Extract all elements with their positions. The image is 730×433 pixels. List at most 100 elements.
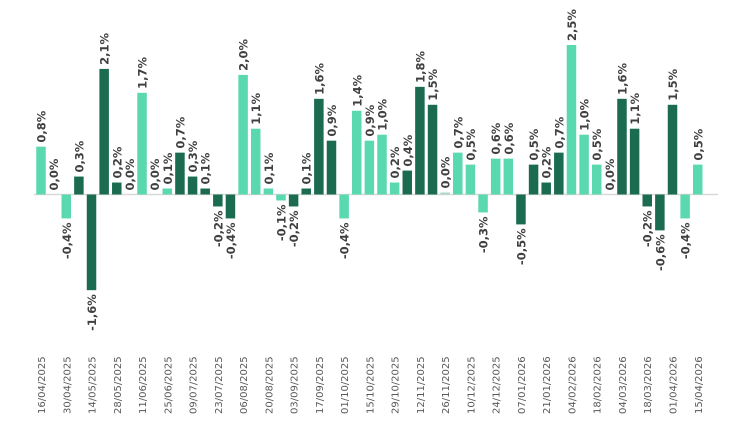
x-tick-label: 11/06/2025 — [138, 356, 149, 414]
x-tick-label: 15/04/2026 — [694, 356, 705, 414]
data-label: 0,2% — [110, 146, 124, 178]
data-label: 1,1% — [628, 92, 642, 124]
data-label: 1,0% — [578, 98, 592, 130]
bar — [541, 182, 551, 195]
data-label: 0,3% — [72, 140, 86, 172]
data-label: 0,7% — [451, 116, 465, 148]
x-tick-label: 18/03/2026 — [643, 356, 654, 414]
data-label: 0,6% — [502, 122, 516, 154]
data-label: -0,6% — [653, 234, 667, 271]
bar — [162, 188, 173, 195]
bar — [213, 194, 223, 207]
data-label: 1,5% — [426, 68, 440, 100]
x-tick-label: 30/04/2025 — [62, 356, 73, 414]
data-labels-group: 0,8%0,0%-0,4%0,3%-1,6%2,1%0,2%0,0%1,7%0,… — [35, 9, 706, 331]
x-tick-label: 29/10/2025 — [391, 356, 402, 414]
data-label: 2,1% — [98, 33, 112, 65]
data-label: 0,0% — [47, 158, 61, 190]
bar — [579, 134, 589, 195]
bar — [175, 152, 185, 195]
bar — [86, 194, 97, 291]
bar — [554, 152, 564, 195]
bar — [137, 92, 147, 195]
bar — [187, 176, 198, 195]
data-label: 1,1% — [249, 92, 263, 124]
data-label: 0,9% — [325, 104, 339, 136]
bar — [276, 194, 286, 201]
x-tick-label: 14/05/2025 — [88, 356, 99, 414]
data-label: 0,7% — [173, 116, 187, 148]
x-tick-label: 24/12/2025 — [492, 356, 503, 414]
data-label: 1,0% — [376, 98, 390, 130]
bar — [74, 176, 84, 195]
data-label: -0,1% — [274, 204, 288, 241]
data-label: -0,4% — [60, 222, 74, 259]
bar — [453, 152, 463, 195]
x-tick-label: 01/04/2026 — [669, 356, 680, 414]
x-tick-label: 20/08/2025 — [264, 356, 275, 414]
x-tick-label: 16/04/2025 — [37, 356, 48, 414]
data-label: -0,3% — [477, 216, 491, 253]
bar — [301, 188, 311, 195]
data-label: 0,5% — [527, 128, 541, 160]
data-label: 0,3% — [186, 140, 200, 172]
data-label: 0,0% — [603, 158, 617, 190]
bar — [528, 164, 539, 195]
bar — [339, 194, 349, 219]
x-tick-label: 10/12/2025 — [466, 356, 477, 414]
bar — [61, 194, 72, 219]
bar — [427, 104, 438, 195]
x-tick-label: 03/09/2025 — [290, 356, 301, 414]
bar — [389, 182, 400, 195]
x-tick-label: 25/06/2025 — [163, 356, 174, 414]
bar — [655, 194, 665, 231]
bar — [402, 170, 413, 195]
data-label: 2,5% — [565, 9, 579, 41]
x-tick-label: 28/05/2025 — [113, 356, 124, 414]
data-label: 1,6% — [615, 62, 629, 94]
bar — [288, 194, 299, 207]
data-label: 0,2% — [388, 146, 402, 178]
bar — [503, 158, 514, 195]
bar — [225, 194, 236, 219]
bar — [377, 134, 387, 195]
data-label: 0,2% — [540, 146, 554, 178]
x-tick-label: 01/10/2025 — [340, 356, 351, 414]
data-label: 0,8% — [35, 110, 49, 142]
bar — [490, 158, 501, 195]
bar — [693, 164, 703, 195]
data-label: 0,9% — [363, 104, 377, 136]
x-tick-label: 21/01/2026 — [542, 356, 553, 414]
bar — [326, 140, 337, 195]
x-tick-label: 09/07/2025 — [189, 356, 200, 414]
data-label: -0,4% — [338, 222, 352, 259]
data-label: 0,4% — [401, 134, 415, 166]
x-tick-label: 12/11/2025 — [416, 356, 427, 414]
bar — [314, 98, 324, 195]
x-tick-label: 07/01/2026 — [517, 356, 528, 414]
bars-group — [36, 45, 703, 291]
bar — [680, 194, 690, 219]
bar — [352, 110, 362, 195]
data-label: 0,5% — [590, 128, 604, 160]
bar — [642, 194, 652, 207]
bar — [465, 164, 476, 195]
data-label: -0,4% — [679, 222, 693, 259]
bar — [36, 146, 46, 195]
data-label: 1,6% — [312, 62, 326, 94]
data-label: 0,1% — [161, 152, 175, 184]
x-tick-label: 04/03/2026 — [618, 356, 629, 414]
bar — [112, 182, 122, 195]
bar — [516, 194, 526, 225]
data-label: 0,5% — [691, 128, 705, 160]
data-label: -0,2% — [287, 210, 301, 247]
bar — [478, 194, 488, 213]
x-tick-label: 15/10/2025 — [365, 356, 376, 414]
x-tick-label: 06/08/2025 — [239, 356, 250, 414]
x-axis-tick-labels: 16/04/2025 30/04/2025 14/05/2025 28/05/2025… — [37, 356, 705, 414]
data-label: 0,0% — [439, 156, 453, 188]
bar — [591, 164, 602, 195]
data-label: -1,6% — [85, 294, 99, 331]
bar — [238, 74, 248, 195]
data-label: 0,1% — [199, 152, 213, 184]
